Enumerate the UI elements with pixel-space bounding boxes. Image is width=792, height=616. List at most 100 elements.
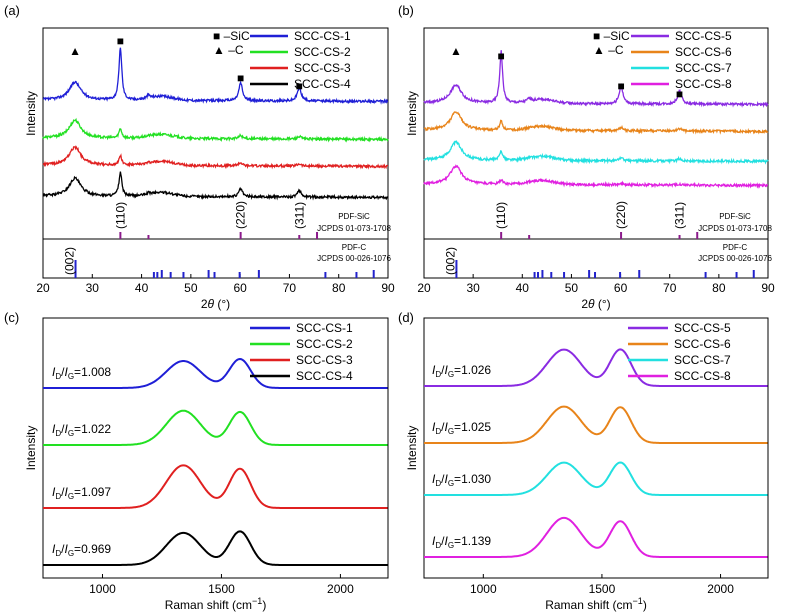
ratio-subscript: G — [68, 492, 74, 501]
id-ig-ratio-label: ID/IG=1.025 — [432, 420, 491, 436]
legend-label: SCC-CS-5 — [675, 29, 732, 43]
legend-label: SCC-CS-7 — [674, 353, 731, 367]
ratio-slash: / — [61, 422, 65, 436]
xrd-curve-scc-cs-7 — [423, 140, 769, 165]
raman-curve-scc-cs-8 — [424, 516, 768, 558]
sic-reference-name: PDF-SiC — [338, 212, 370, 221]
ratio-slash: / — [61, 542, 65, 556]
x-axis-label: 2θ (°) — [581, 297, 610, 311]
carbon-reference-name: PDF-C — [342, 243, 367, 252]
y-axis-label: Intensity — [24, 426, 38, 471]
plot-frame — [423, 317, 769, 579]
ratio-equals: = — [74, 365, 81, 379]
ratio-subscript: D — [435, 479, 441, 488]
xrd-curve-scc-cs-6 — [423, 111, 769, 135]
legend-label: SCC-CS-6 — [674, 337, 731, 351]
ratio-subscript: D — [55, 549, 61, 558]
x-tick-label: 30 — [466, 281, 480, 295]
ratio-value: 1.030 — [461, 472, 491, 486]
sic-miller-index: (311) — [292, 202, 306, 229]
x-axis-label-part: ) — [262, 598, 266, 612]
symbol-legend-marker: ■ — [213, 29, 220, 43]
ratio-symbol: I — [64, 485, 68, 499]
raman-curve-scc-cs-7 — [424, 461, 768, 496]
xrd-curve-scc-cs-3 — [42, 145, 389, 170]
raman-curve-scc-cs-1 — [43, 357, 388, 389]
y-axis-label: Intensity — [405, 91, 419, 136]
x-axis-label-part: 2 — [581, 297, 588, 311]
ratio-subscript: G — [68, 372, 74, 381]
id-ig-ratio-label: ID/IG=1.030 — [432, 472, 491, 488]
raman-curve-scc-cs-6 — [424, 405, 768, 444]
id-ig-ratio-label: ID/IG=1.008 — [52, 365, 111, 381]
ratio-value: 1.026 — [461, 363, 491, 377]
carbon-reference-card: JCPDS 00-026-1076 — [317, 254, 391, 263]
x-tick-label: 70 — [663, 281, 677, 295]
symbol-legend-marker: ■ — [593, 29, 600, 43]
sic-reference-card: JCPDS 01-073-1708 — [317, 224, 391, 233]
symbol-legend-text: –SiC — [224, 29, 250, 43]
legend-label: SCC-CS-1 — [294, 29, 351, 43]
ratio-equals: = — [454, 472, 461, 486]
x-tick-label: 1000 — [470, 582, 497, 596]
ratio-symbol: I — [64, 422, 68, 436]
ratio-equals: = — [454, 363, 461, 377]
x-tick-label: 20 — [36, 281, 50, 295]
ratio-symbol: I — [64, 542, 68, 556]
sic-miller-index: (110) — [113, 202, 127, 229]
carbon-miller-index: (002) — [63, 247, 77, 275]
plot-frame — [42, 317, 389, 579]
id-ig-ratio-label: ID/IG=1.139 — [432, 534, 491, 550]
x-axis-label-part: Raman shift (cm — [165, 598, 252, 612]
ratio-subscript: G — [448, 479, 454, 488]
ratio-subscript: D — [435, 427, 441, 436]
panel-label: (c) — [4, 310, 19, 325]
x-tick-label: 2000 — [327, 582, 354, 596]
x-tick-label: 50 — [565, 281, 579, 295]
x-axis-label-part: Raman shift (cm — [545, 598, 632, 612]
carbon-peak-marker: ▲ — [450, 44, 462, 58]
x-tick-label: 80 — [332, 281, 346, 295]
panel-label: (b) — [398, 3, 414, 18]
x-tick-label: 50 — [184, 281, 198, 295]
carbon-reference-name: PDF-C — [723, 243, 748, 252]
sic-peak-marker: ■ — [237, 71, 244, 85]
ratio-symbol: I — [444, 472, 448, 486]
x-tick-label: 60 — [233, 281, 247, 295]
x-tick-label: 60 — [614, 281, 628, 295]
x-tick-label: 90 — [381, 281, 395, 295]
y-axis-label: Intensity — [405, 426, 419, 471]
xrd-curve-scc-cs-5 — [423, 50, 769, 109]
symbol-legend-entry: ▲ –C — [213, 43, 244, 57]
legend-label: SCC-CS-4 — [294, 77, 351, 91]
sic-peak-marker: ■ — [676, 87, 683, 101]
sic-peak-marker: ■ — [296, 79, 303, 93]
ratio-slash: / — [441, 363, 445, 377]
id-ig-ratio-label: ID/IG=1.026 — [432, 363, 491, 379]
legend-label: SCC-CS-1 — [296, 321, 353, 335]
raman-curve-scc-cs-3 — [43, 464, 388, 509]
x-tick-label: 80 — [712, 281, 726, 295]
legend-label: SCC-CS-4 — [296, 369, 353, 383]
sic-peak-marker: ■ — [117, 34, 124, 48]
legend-label: SCC-CS-8 — [674, 369, 731, 383]
x-axis-label-part: θ — [588, 297, 595, 311]
ratio-slash: / — [441, 472, 445, 486]
ratio-subscript: G — [448, 427, 454, 436]
panel-label: (a) — [4, 3, 20, 18]
x-tick-label: 40 — [516, 281, 530, 295]
panel-label: (d) — [398, 310, 414, 325]
panel-d-raman: (d) Intensity 1000 1500 2000 Raman shift (cm−… — [398, 310, 769, 612]
ratio-slash: / — [441, 534, 445, 548]
carbon-reference-card: JCPDS 00-026-1076 — [698, 254, 772, 263]
symbol-legend-marker: ▲ — [593, 43, 605, 57]
legend-label: SCC-CS-7 — [675, 61, 732, 75]
x-axis-label: Raman shift (cm−1) — [165, 596, 267, 612]
ratio-slash: / — [441, 420, 445, 434]
sic-reference-card: JCPDS 01-073-1708 — [698, 224, 772, 233]
ratio-symbol: I — [52, 365, 56, 379]
symbol-legend-entry: ■ –SiC — [593, 29, 630, 43]
ratio-value: 0.969 — [81, 542, 111, 556]
raman-curve-scc-cs-4 — [43, 530, 388, 566]
